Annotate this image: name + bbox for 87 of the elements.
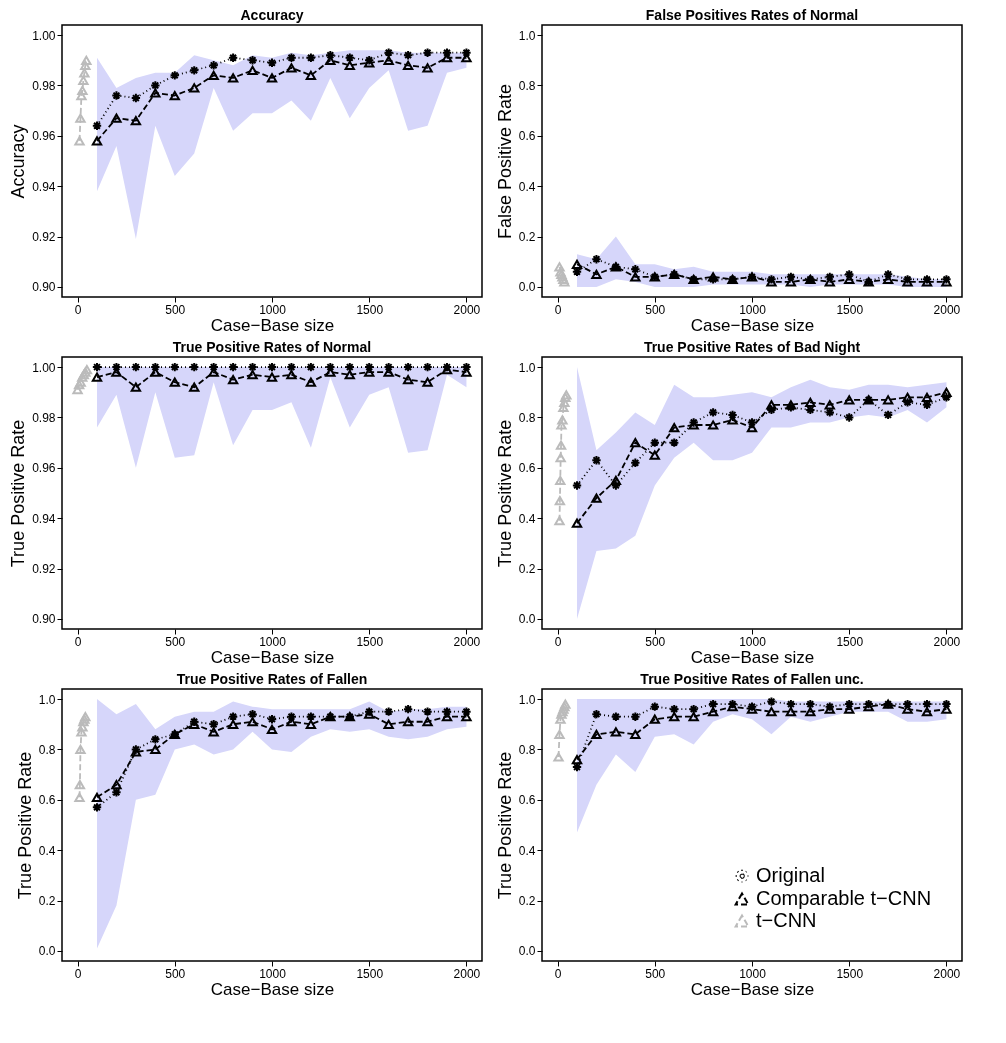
y-tick-label: 1.0 bbox=[38, 692, 56, 707]
y-tick-label: 0.92 bbox=[32, 230, 56, 245]
x-tick-label: 1000 bbox=[739, 966, 767, 981]
y-tick-label: 0.2 bbox=[38, 894, 56, 909]
y-axis-title: Accuracy bbox=[8, 124, 29, 199]
y-tick-label: 0.8 bbox=[518, 742, 536, 757]
y-axis-title: True Positive Rate bbox=[14, 751, 35, 900]
x-tick-label: 2000 bbox=[933, 634, 961, 649]
y-tick-label: 0.2 bbox=[518, 562, 536, 577]
y-tick-label: 0.6 bbox=[38, 793, 56, 808]
x-tick-label: 2000 bbox=[453, 966, 481, 981]
x-tick-label: 500 bbox=[165, 966, 186, 981]
y-tick-label: 0.6 bbox=[518, 129, 536, 144]
x-tick-label: 0 bbox=[554, 302, 562, 317]
x-tick-label: 2000 bbox=[933, 302, 961, 317]
chart-title: Accuracy bbox=[240, 7, 304, 23]
x-tick-label: 500 bbox=[165, 634, 186, 649]
y-tick-label: 1.0 bbox=[518, 28, 536, 43]
x-axis-title: Case−Base size bbox=[690, 315, 815, 335]
y-tick-label: 0.4 bbox=[518, 511, 536, 526]
x-tick-label: 1500 bbox=[356, 966, 384, 981]
x-tick-label: 2000 bbox=[453, 302, 481, 317]
x-tick-label: 500 bbox=[165, 302, 186, 317]
y-tick-label: 0.98 bbox=[32, 78, 56, 93]
x-tick-label: 500 bbox=[645, 634, 666, 649]
x-tick-label: 1000 bbox=[739, 634, 767, 649]
x-tick-label: 0 bbox=[554, 634, 562, 649]
y-tick-label: 0.4 bbox=[518, 843, 536, 858]
x-tick-label: 1500 bbox=[836, 302, 864, 317]
x-axis-title: Case−Base size bbox=[690, 979, 815, 999]
chart-title: True Positive Rates of Fallen bbox=[176, 671, 368, 687]
y-tick-label: 0.98 bbox=[32, 410, 56, 425]
x-tick-label: 0 bbox=[74, 634, 82, 649]
chart-title: False Positives Rates of Normal bbox=[645, 7, 859, 23]
y-tick-label: 0.8 bbox=[38, 742, 56, 757]
y-axis-title: True Positive Rate bbox=[494, 751, 515, 900]
x-tick-label: 1500 bbox=[356, 302, 384, 317]
y-tick-label: 1.0 bbox=[518, 692, 536, 707]
x-tick-label: 2000 bbox=[453, 634, 481, 649]
legend-label: t−CNN bbox=[756, 909, 817, 931]
y-tick-label: 0.0 bbox=[518, 280, 536, 295]
y-tick-label: 0.94 bbox=[32, 179, 56, 194]
y-tick-label: 0.2 bbox=[518, 230, 536, 245]
chart-title: True Positive Rates of Bad Night bbox=[643, 339, 861, 355]
y-tick-label: 0.4 bbox=[38, 843, 56, 858]
y-tick-label: 0.6 bbox=[518, 793, 536, 808]
chart-title: True Positive Rates of Normal bbox=[172, 339, 372, 355]
y-tick-label: 1.00 bbox=[32, 28, 56, 43]
y-axis-title: False Positive Rate bbox=[494, 83, 515, 240]
x-tick-label: 0 bbox=[554, 966, 562, 981]
x-axis-title: Case−Base size bbox=[210, 647, 335, 667]
y-tick-label: 1.00 bbox=[32, 360, 56, 375]
y-tick-label: 0.92 bbox=[32, 562, 56, 577]
y-tick-label: 0.94 bbox=[32, 511, 56, 526]
legend-label: Comparable t−CNN bbox=[756, 887, 932, 909]
x-axis-title: Case−Base size bbox=[210, 979, 335, 999]
y-tick-label: 0.96 bbox=[32, 461, 56, 476]
x-tick-label: 1000 bbox=[259, 302, 287, 317]
y-tick-label: 0.8 bbox=[518, 410, 536, 425]
x-tick-label: 0 bbox=[74, 302, 82, 317]
y-tick-label: 0.0 bbox=[518, 944, 536, 959]
x-tick-label: 500 bbox=[645, 966, 666, 981]
chart-title: True Positive Rates of Fallen unc. bbox=[640, 671, 864, 687]
y-tick-label: 0.6 bbox=[518, 461, 536, 476]
x-tick-label: 1000 bbox=[259, 966, 287, 981]
x-tick-label: 1000 bbox=[259, 634, 287, 649]
y-tick-label: 0.8 bbox=[518, 78, 536, 93]
x-tick-label: 1500 bbox=[836, 634, 864, 649]
y-tick-label: 0.0 bbox=[38, 944, 56, 959]
x-tick-label: 0 bbox=[74, 966, 82, 981]
x-axis-title: Case−Base size bbox=[210, 315, 335, 335]
y-axis-title: True Positive Rate bbox=[8, 419, 29, 568]
y-axis-title: True Positive Rate bbox=[494, 419, 515, 568]
x-tick-label: 2000 bbox=[933, 966, 961, 981]
x-axis-title: Case−Base size bbox=[690, 647, 815, 667]
y-tick-label: 0.0 bbox=[518, 612, 536, 627]
y-tick-label: 0.2 bbox=[518, 894, 536, 909]
x-tick-label: 500 bbox=[645, 302, 666, 317]
y-tick-label: 0.90 bbox=[32, 612, 56, 627]
x-tick-label: 1500 bbox=[836, 966, 864, 981]
x-tick-label: 1000 bbox=[739, 302, 767, 317]
y-tick-label: 0.4 bbox=[518, 179, 536, 194]
legend-label: Original bbox=[756, 864, 825, 886]
y-tick-label: 0.96 bbox=[32, 129, 56, 144]
y-tick-label: 1.0 bbox=[518, 360, 536, 375]
x-tick-label: 1500 bbox=[356, 634, 384, 649]
y-tick-label: 0.90 bbox=[32, 280, 56, 295]
